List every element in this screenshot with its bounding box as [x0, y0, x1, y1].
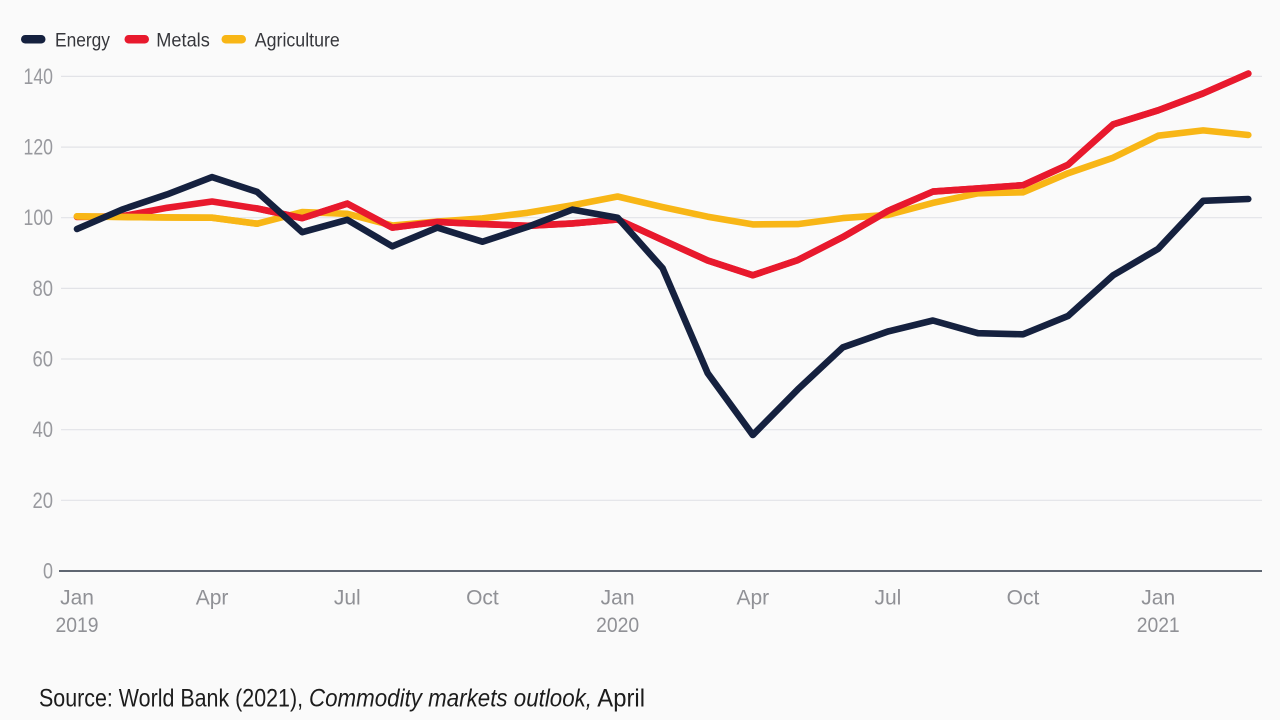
svg-text:2021: 2021: [1137, 614, 1180, 637]
svg-text:40: 40: [33, 417, 54, 442]
svg-text:20: 20: [33, 488, 54, 513]
svg-text:120: 120: [24, 135, 54, 160]
svg-text:2020: 2020: [596, 614, 639, 637]
svg-text:Energy: Energy: [55, 30, 110, 52]
svg-text:Oct: Oct: [1007, 587, 1040, 610]
svg-text:80: 80: [33, 276, 54, 301]
svg-text:Apr: Apr: [736, 587, 769, 610]
svg-text:60: 60: [33, 347, 54, 372]
svg-text:Jan: Jan: [1141, 587, 1175, 610]
svg-text:Oct: Oct: [466, 587, 499, 610]
svg-text:2019: 2019: [56, 614, 99, 637]
svg-text:100: 100: [24, 205, 54, 230]
svg-text:Agriculture: Agriculture: [255, 30, 340, 52]
svg-text:Jan: Jan: [601, 587, 635, 610]
svg-text:Jul: Jul: [334, 587, 361, 610]
svg-text:Jan: Jan: [60, 587, 94, 610]
svg-text:0: 0: [43, 559, 53, 584]
svg-text:140: 140: [24, 64, 54, 89]
svg-text:Apr: Apr: [196, 587, 229, 610]
svg-text:Jul: Jul: [874, 587, 901, 610]
svg-text:Metals: Metals: [156, 30, 210, 52]
svg-text:Source: World Bank (2021), Com: Source: World Bank (2021), Commodity mar…: [39, 685, 645, 713]
